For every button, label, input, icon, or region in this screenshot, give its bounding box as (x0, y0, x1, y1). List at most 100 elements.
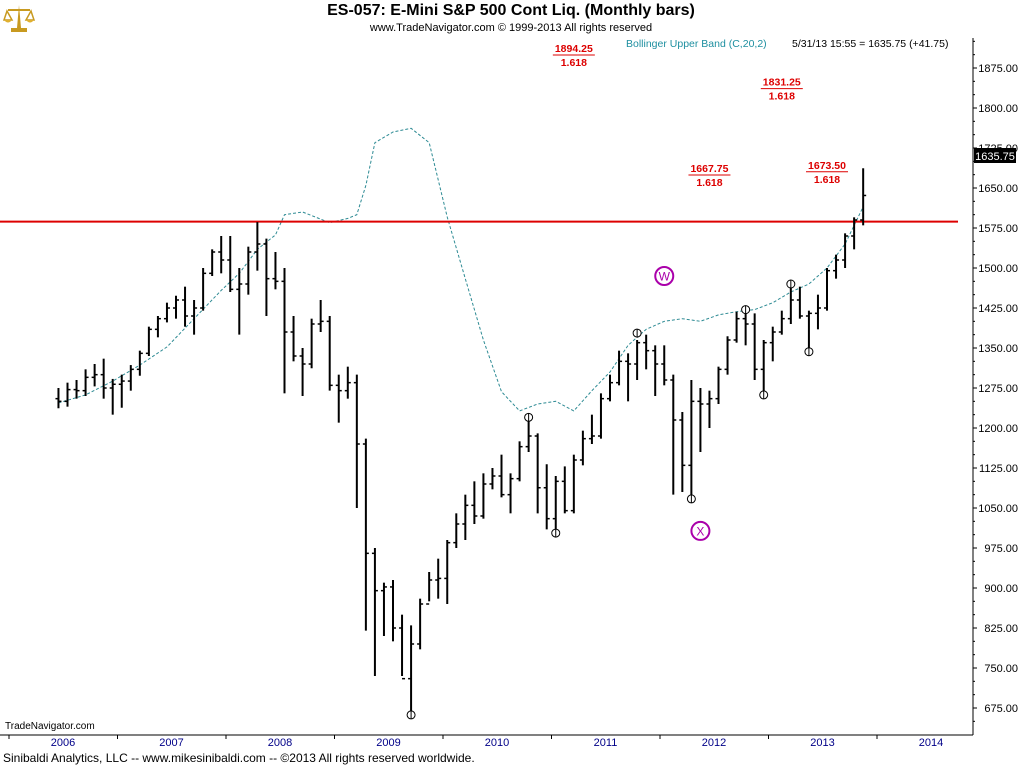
ohlc-bar (91, 364, 98, 387)
ohlc-bar (263, 238, 270, 316)
fib-ratio-label: 1.618 (814, 174, 840, 186)
x-tick-label: 2008 (268, 737, 292, 749)
fib-price-label: 1894.25 (555, 43, 593, 55)
ohlc-bar (670, 374, 677, 495)
y-tick-label: 1275.00 (978, 383, 1018, 395)
y-tick-label: 1425.00 (978, 303, 1018, 315)
ohlc-bar (290, 316, 297, 362)
scales-logo-icon (3, 5, 35, 32)
fib-ratio-label: 1.618 (696, 177, 722, 189)
ohlc-bar (534, 433, 541, 514)
ohlc-bar (706, 390, 713, 428)
wave-label-circle (690, 520, 711, 541)
y-tick-label: 1125.00 (979, 463, 1018, 475)
ohlc-bar (805, 310, 812, 351)
ohlc-bar (760, 340, 767, 394)
wave-label: X (690, 520, 711, 541)
pivot-marker (741, 305, 751, 315)
price-axis: 675.00 750.00 825.00 900.00 975.00 1050.00 112… (973, 40, 1018, 722)
ohlc-bar (55, 388, 62, 409)
y-tick-label: 900.00 (984, 583, 1018, 595)
fib-ratio-label: 1.618 (561, 57, 587, 69)
ohlc-bar (778, 310, 785, 335)
ohlc-bar (109, 378, 116, 415)
ohlc-bar (607, 374, 613, 402)
pivot-marker (524, 412, 534, 422)
pivot-marker (786, 279, 796, 289)
ohlc-bar (525, 417, 532, 452)
ohlc-bar (851, 217, 858, 250)
wave-label-text: W (659, 270, 671, 284)
ohlc-bar (173, 295, 179, 319)
copyright-text: www.TradeNavigator.com © 1999-2013 All r… (369, 22, 653, 34)
ohlc-bar (543, 464, 550, 530)
ohlc-bar (145, 326, 152, 356)
ohlc-bar (643, 334, 650, 370)
ohlc-bar (417, 598, 424, 650)
ohlc-bar (127, 365, 134, 391)
x-tick-label: 2007 (159, 737, 183, 749)
ohlc-bar (498, 454, 505, 498)
ohlc-bar (842, 233, 849, 268)
y-tick-label: 675.00 (984, 703, 1018, 715)
pivot-marker (686, 494, 696, 504)
chart-title: ES-057: E-Mini S&P 500 Cont Liq. (Monthl… (327, 2, 695, 19)
indicator-legend: Bollinger Upper Band (C,20,2) (626, 38, 767, 50)
ohlc-bar (326, 316, 333, 391)
ohlc-bar (570, 454, 577, 514)
ohlc-bar (860, 168, 867, 226)
ohlc-bar (579, 430, 586, 466)
ohlc-bar (399, 614, 406, 680)
ohlc-bar (182, 286, 189, 327)
fib-annotation: 1831.25 1.618 (760, 77, 803, 103)
ohlc-bar (507, 473, 514, 514)
ohlc-bar (444, 540, 451, 604)
ohlc-bar (380, 582, 387, 636)
y-tick-label: 1050.00 (978, 503, 1018, 515)
ohlc-bar (634, 340, 641, 380)
ohlc-bar (335, 374, 342, 423)
ohlc-bar (588, 414, 595, 444)
fib-price-label: 1667.75 (690, 163, 728, 175)
ohlc-bar (344, 366, 351, 399)
ohlc-bar (191, 300, 198, 335)
chart-header: ES-057: E-Mini S&P 500 Cont Liq. (Monthl… (0, 0, 1022, 38)
ohlc-bar (200, 268, 207, 311)
ohlc-bar (272, 252, 279, 290)
fib-annotation: 1673.50 1.618 (806, 160, 848, 186)
y-tick-label: 825.00 (984, 623, 1018, 635)
ohlc-bar (796, 286, 803, 319)
ohlc-bar (625, 353, 632, 402)
ohlc-bar (616, 350, 623, 386)
x-tick-label: 2010 (485, 737, 509, 749)
ohlc-bar (462, 494, 469, 540)
ohlc-bar (679, 412, 686, 492)
ohlc-bar (371, 548, 378, 676)
ohlc-bar (254, 222, 261, 271)
y-tick-label: 1200.00 (978, 423, 1018, 435)
fib-annotation: 1894.25 1.618 (552, 43, 595, 69)
pivot-marker (406, 710, 416, 720)
ohlc-bar (136, 350, 143, 376)
pivot-marker (632, 328, 642, 338)
plot-area (0, 38, 958, 735)
x-tick-label: 2013 (810, 737, 834, 749)
ohlc-bar (688, 380, 695, 498)
ohlc-bar (435, 558, 442, 599)
ohlc-bar (82, 369, 89, 396)
ohlc-bar (154, 316, 161, 338)
ohlc-bar (426, 572, 433, 605)
ohlc-bar (724, 336, 731, 375)
ohlc-bar (751, 313, 758, 380)
ohlc-bar (742, 309, 749, 346)
ohlc-bar (64, 382, 71, 407)
ohlc-bar (353, 374, 360, 508)
price-bars[interactable] (55, 168, 867, 713)
ohlc-bar (227, 236, 234, 292)
ohlc-bar (73, 380, 80, 399)
y-tick-label: 1650.00 (978, 183, 1018, 195)
ohlc-bar (245, 246, 252, 295)
fib-annotations: 1894.25 1.618 1667.75 1.618 1831.251.618 1673… (552, 43, 848, 189)
ohlc-bar (733, 311, 740, 343)
